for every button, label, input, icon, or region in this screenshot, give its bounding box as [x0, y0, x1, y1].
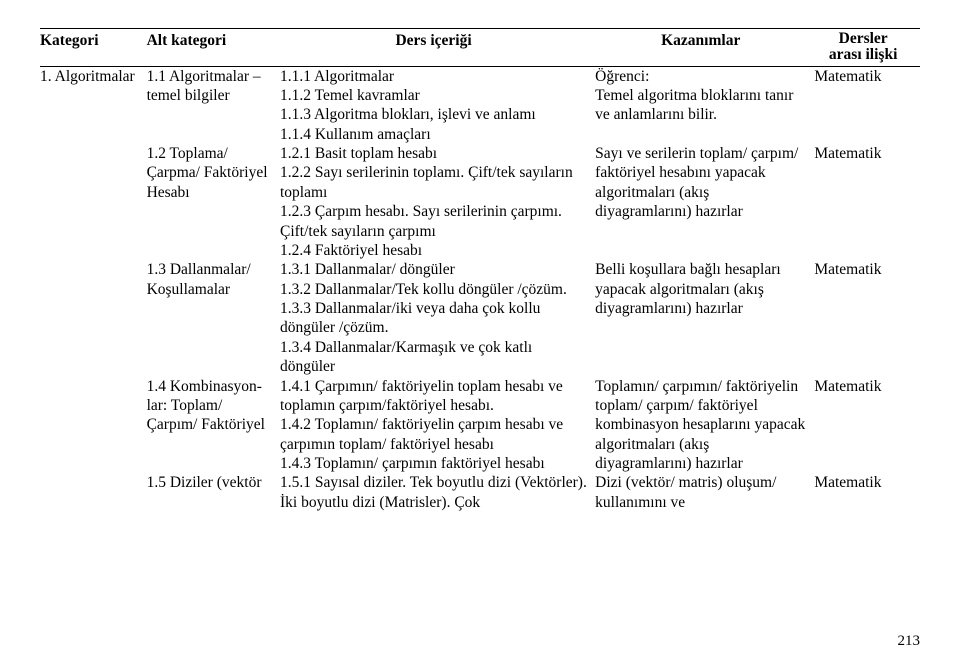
cell-alt: 1.4 Kombinasyon-lar: Toplam/ Çarpım/ Fak…	[147, 377, 280, 474]
header-kategori: Kategori	[40, 29, 147, 67]
cell-kazanim: Öğrenci:Temel algoritma bloklarını tanır…	[595, 66, 814, 144]
cell-dersler: Matematik	[814, 473, 920, 512]
page-number: 213	[40, 632, 920, 651]
cell-kategori	[40, 377, 147, 474]
cell-kategori	[40, 473, 147, 512]
table-row: 1.2 Toplama/ Çarpma/ Faktöriyel Hesabı 1…	[40, 144, 920, 260]
table-row: 1.5 Diziler (vektör 1.5.1 Sayısal dizile…	[40, 473, 920, 512]
header-kazanimlar: Kazanımlar	[595, 29, 814, 67]
cell-ders: 1.5.1 Sayısal diziler. Tek boyutlu dizi …	[280, 473, 595, 512]
cell-alt: 1.5 Diziler (vektör	[147, 473, 280, 512]
cell-dersler: Matematik	[814, 144, 920, 260]
cell-dersler: Matematik	[814, 377, 920, 474]
cell-ders: 1.3.1 Dallanmalar/ döngüler1.3.2 Dallanm…	[280, 260, 595, 376]
cell-kategori	[40, 260, 147, 376]
table-row: 1.4 Kombinasyon-lar: Toplam/ Çarpım/ Fak…	[40, 377, 920, 474]
cell-dersler: Matematik	[814, 66, 920, 144]
cell-alt: 1.2 Toplama/ Çarpma/ Faktöriyel Hesabı	[147, 144, 280, 260]
cell-kategori	[40, 144, 147, 260]
cell-alt: 1.1 Algoritmalar – temel bilgiler	[147, 66, 280, 144]
curriculum-table: Kategori Alt kategori Ders içeriği Kazan…	[40, 28, 920, 512]
cell-kazanim: Dizi (vektör/ matris) oluşum/ kullanımın…	[595, 473, 814, 512]
header-ders-icerigi: Ders içeriği	[280, 29, 595, 67]
cell-kazanim: Belli koşullara bağlı hesapları yapacak …	[595, 260, 814, 376]
header-alt-kategori: Alt kategori	[147, 29, 280, 67]
cell-ders: 1.2.1 Basit toplam hesabı1.2.2 Sayı seri…	[280, 144, 595, 260]
cell-dersler: Matematik	[814, 260, 920, 376]
cell-ders: 1.1.1 Algoritmalar1.1.2 Temel kavramlar1…	[280, 66, 595, 144]
cell-ders: 1.4.1 Çarpımın/ faktöriyelin toplam hesa…	[280, 377, 595, 474]
cell-kazanim: Sayı ve serilerin toplam/ çarpım/ faktör…	[595, 144, 814, 260]
table-row: 1.3 Dallanmalar/ Koşullamalar 1.3.1 Dall…	[40, 260, 920, 376]
header-dersler-arasi: Dersler arası ilişki	[814, 29, 920, 67]
table-row: 1. Algoritmalar 1.1 Algoritmalar – temel…	[40, 66, 920, 144]
cell-kategori: 1. Algoritmalar	[40, 66, 147, 144]
header-row: Kategori Alt kategori Ders içeriği Kazan…	[40, 29, 920, 67]
cell-kazanim: Toplamın/ çarpımın/ faktöriyelin toplam/…	[595, 377, 814, 474]
cell-alt: 1.3 Dallanmalar/ Koşullamalar	[147, 260, 280, 376]
